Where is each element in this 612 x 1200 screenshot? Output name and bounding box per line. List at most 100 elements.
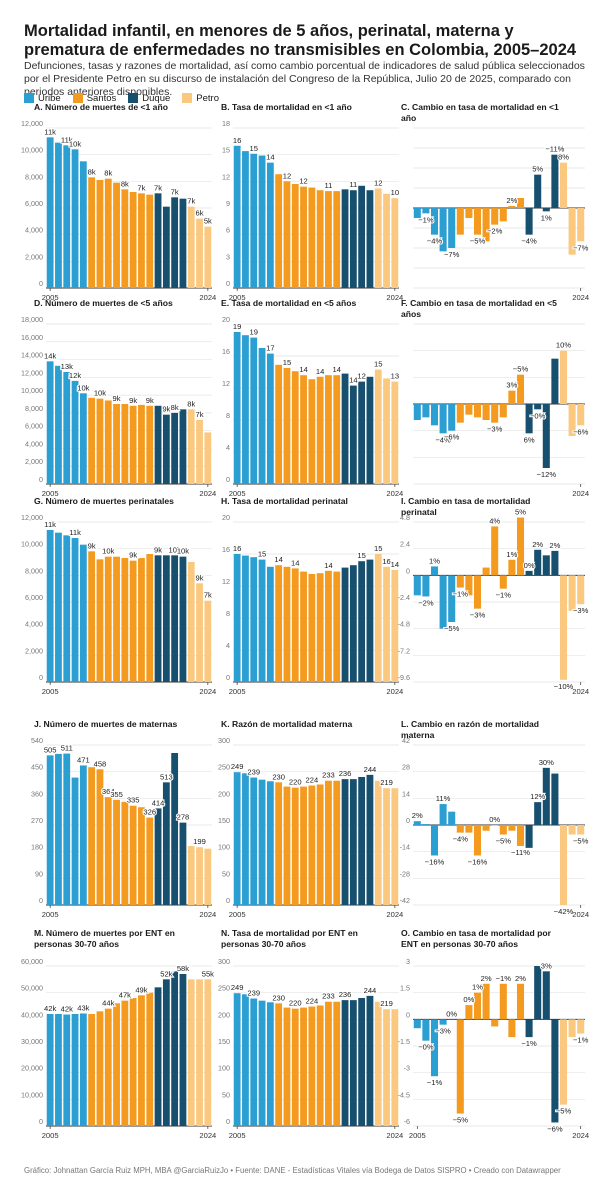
bar (473, 992, 482, 1020)
data-label: −7% (444, 250, 460, 259)
data-label: 9k (162, 405, 170, 414)
y-tick-label: 50 (222, 869, 230, 878)
bar (499, 575, 507, 589)
bar (374, 369, 382, 484)
x-tick-label: 2024 (572, 293, 589, 302)
bar (542, 208, 550, 212)
bar (325, 1001, 332, 1126)
bar (46, 530, 54, 682)
legend-item-duque: Duque (128, 93, 170, 104)
bar (413, 821, 421, 825)
bar (250, 998, 258, 1126)
bar (391, 198, 399, 288)
data-label: 2% (481, 974, 492, 983)
data-label: 15 (357, 551, 365, 560)
data-label: 15 (283, 358, 291, 367)
y-tick-label: -14 (400, 843, 410, 852)
data-label: −5% (556, 1107, 572, 1116)
bar (341, 373, 349, 484)
bar (456, 1019, 464, 1114)
bar (138, 807, 145, 905)
bar (121, 801, 129, 905)
y-tick-label: 30,000 (21, 1037, 43, 1046)
bar (55, 365, 62, 484)
bar (233, 145, 241, 288)
bar (499, 404, 507, 418)
y-tick-label: 18 (222, 119, 230, 128)
bar (551, 1019, 559, 1123)
data-label: 5k (204, 217, 212, 226)
bar (204, 979, 212, 1126)
bar (79, 393, 87, 484)
bar (187, 409, 195, 484)
panel-title: J. Número de muertes de maternas (34, 719, 178, 729)
bar (516, 983, 525, 1020)
bar (162, 782, 170, 905)
bar (196, 218, 203, 288)
panel-title: C. Cambio en tasa de mortalidad en <1 (401, 102, 559, 112)
bar (577, 208, 585, 242)
bar (383, 193, 390, 288)
data-label: 220 (289, 778, 302, 787)
bar (154, 987, 162, 1126)
y-tick-label: 4 (226, 443, 230, 452)
data-label: 10k (69, 139, 81, 148)
bar (283, 566, 291, 682)
bar (448, 1019, 456, 1020)
x-tick-label: 2024 (199, 1131, 216, 1140)
data-label: 505 (44, 745, 57, 754)
data-label: 326 (143, 808, 156, 817)
y-tick-label: 40,000 (21, 1010, 43, 1019)
data-label: −10% (554, 682, 574, 691)
bar (242, 335, 249, 484)
data-label: 1% (541, 213, 552, 222)
bar (96, 398, 104, 484)
y-tick-label: 1.5 (400, 984, 410, 993)
bar (391, 1009, 399, 1126)
y-tick-label: 0 (39, 279, 43, 288)
data-label: 335 (127, 796, 140, 805)
data-label: 8% (558, 153, 569, 162)
bar (482, 567, 490, 576)
y-tick-label: -4.8 (398, 620, 410, 629)
panel-title: año (401, 113, 416, 123)
bar (113, 404, 120, 484)
y-tick-label: -7.2 (398, 646, 410, 655)
bar (291, 568, 299, 682)
bar (154, 808, 162, 905)
y-tick-label: 270 (31, 816, 43, 825)
bar (138, 193, 145, 288)
bar (473, 575, 482, 609)
bar (187, 979, 195, 1126)
chart-title: Mortalidad infantil, en menores de 5 año… (24, 22, 577, 59)
data-label: −5% (444, 624, 460, 633)
bar (104, 400, 112, 484)
bar (187, 846, 195, 905)
bar (146, 405, 154, 484)
bar (308, 187, 316, 288)
x-tick-label: 2005 (229, 910, 246, 919)
legend-label-duque: Duque (142, 92, 171, 104)
x-tick-label: 2005 (229, 293, 246, 302)
bar (491, 404, 499, 423)
bar (55, 753, 62, 905)
bar (542, 971, 550, 1020)
bar (374, 554, 382, 682)
x-tick-label: 2024 (572, 910, 589, 919)
bar (55, 142, 62, 288)
y-tick-label: 8 (226, 609, 230, 618)
y-tick-label: 0 (226, 475, 230, 484)
bar (162, 414, 170, 484)
bar (316, 573, 324, 682)
data-label: 11k (44, 127, 56, 136)
data-label: 7k (171, 187, 179, 196)
data-label: 513 (160, 772, 173, 781)
bar (154, 555, 162, 682)
y-tick-label: 3 (406, 957, 410, 966)
y-tick-label: 4 (226, 641, 230, 650)
data-label: 15 (258, 550, 266, 559)
legend-label-petro: Petro (196, 92, 219, 104)
panel-title: G. Número de muertes perinatales (34, 496, 174, 506)
bar (358, 777, 366, 905)
data-label: 199 (193, 837, 206, 846)
